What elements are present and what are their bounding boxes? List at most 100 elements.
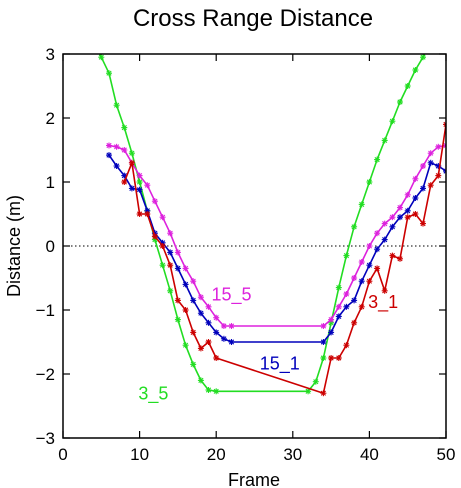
series-15_1 — [106, 152, 446, 345]
data-point — [343, 303, 350, 310]
y-tick-label: 2 — [46, 109, 55, 128]
data-point — [412, 67, 419, 73]
series-line-15_5 — [108, 144, 446, 327]
y-tick-label: 3 — [46, 45, 55, 64]
x-axis-label: Frame — [228, 470, 280, 488]
data-point — [151, 198, 158, 205]
y-tick-label: −3 — [36, 429, 55, 448]
ticks-layer: 0 10 20 30 40 50 −3 −2 −1 0 1 2 3 — [36, 45, 456, 464]
data-point — [358, 278, 365, 285]
y-tick-label: 0 — [46, 237, 55, 256]
series-line-15_1 — [108, 154, 446, 343]
data-point — [443, 142, 446, 149]
data-point — [106, 152, 112, 159]
x-tick-label: 50 — [437, 445, 456, 464]
data-point — [343, 342, 350, 349]
data-point — [205, 387, 212, 393]
data-point — [328, 355, 335, 361]
data-point — [213, 314, 220, 321]
data-point — [381, 236, 388, 243]
data-point — [312, 378, 319, 385]
data-point — [190, 297, 197, 304]
data-point — [420, 185, 426, 192]
data-point — [144, 182, 151, 189]
x-tick-label: 40 — [360, 445, 379, 464]
data-point — [190, 278, 197, 285]
data-point — [328, 329, 335, 336]
data-point — [389, 118, 396, 125]
data-point — [136, 186, 143, 193]
data-point — [374, 265, 381, 272]
chart-title: Cross Range Distance — [133, 5, 373, 32]
data-point — [121, 147, 128, 153]
data-point — [228, 323, 235, 329]
data-point — [121, 124, 128, 131]
data-point — [91, 38, 97, 44]
data-point — [182, 265, 189, 272]
data-point — [182, 307, 189, 313]
data-point — [174, 297, 181, 304]
data-point — [213, 355, 220, 361]
x-tick-label: 30 — [283, 445, 302, 464]
x-tick-label: 10 — [130, 445, 149, 464]
data-point — [136, 172, 143, 179]
data-point — [358, 201, 365, 208]
data-point — [335, 313, 342, 320]
data-point — [220, 323, 227, 329]
series-label-3_1: 3_1 — [368, 292, 398, 313]
data-point — [213, 329, 220, 336]
data-point — [106, 70, 112, 77]
data-point — [197, 345, 204, 352]
data-point — [351, 223, 358, 230]
data-point — [190, 361, 197, 368]
data-point — [220, 335, 227, 342]
y-tick-label: −2 — [36, 365, 55, 384]
data-point — [128, 185, 135, 192]
data-point — [397, 255, 403, 262]
data-point — [389, 214, 396, 221]
data-point — [320, 390, 327, 397]
data-point — [343, 252, 350, 259]
data-point — [151, 233, 158, 240]
data-point — [404, 83, 411, 89]
data-point — [435, 143, 442, 150]
series-label-3_5: 3_5 — [138, 384, 168, 405]
data-point — [428, 38, 434, 44]
data-point — [358, 303, 365, 310]
data-point — [351, 275, 358, 281]
series-line-3_5 — [98, 54, 426, 393]
data-point — [205, 303, 212, 310]
data-point — [197, 294, 204, 301]
data-point — [174, 316, 181, 323]
data-point — [320, 339, 327, 345]
data-point — [397, 214, 403, 221]
data-point — [397, 99, 403, 105]
data-point — [381, 287, 388, 294]
data-point — [167, 287, 174, 294]
x-tick-label: 20 — [207, 445, 226, 464]
y-axis-label: Distance (m) — [4, 195, 24, 297]
data-point — [174, 265, 181, 272]
data-point — [366, 243, 373, 249]
data-point — [320, 355, 327, 361]
data-point — [374, 230, 381, 237]
data-point — [305, 388, 312, 395]
data-point — [412, 195, 419, 201]
data-point — [144, 211, 151, 217]
data-point — [167, 230, 174, 237]
data-point — [389, 223, 396, 230]
data-point — [167, 262, 174, 269]
data-point — [351, 297, 358, 304]
y-tick-label: 1 — [46, 173, 55, 192]
data-point — [366, 179, 373, 185]
data-point — [98, 54, 105, 61]
data-point — [197, 310, 204, 317]
data-point — [328, 316, 335, 323]
series-3_5 — [91, 38, 434, 395]
data-point — [366, 278, 373, 285]
data-point — [351, 319, 358, 326]
data-point — [412, 211, 419, 217]
data-point — [427, 159, 434, 166]
data-point — [121, 179, 128, 185]
